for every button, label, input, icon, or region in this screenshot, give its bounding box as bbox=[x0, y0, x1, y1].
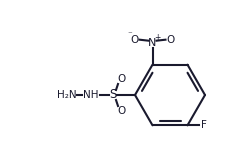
Text: +: + bbox=[154, 33, 161, 42]
Text: F: F bbox=[201, 120, 206, 130]
Text: O: O bbox=[166, 35, 175, 45]
Text: N: N bbox=[148, 38, 157, 48]
Text: H₂N: H₂N bbox=[57, 90, 77, 100]
Text: NH: NH bbox=[83, 90, 99, 100]
Text: S: S bbox=[109, 88, 117, 101]
Text: O: O bbox=[117, 74, 125, 84]
Text: ⁻: ⁻ bbox=[127, 30, 132, 39]
Text: O: O bbox=[117, 106, 125, 116]
Text: O: O bbox=[130, 35, 139, 45]
